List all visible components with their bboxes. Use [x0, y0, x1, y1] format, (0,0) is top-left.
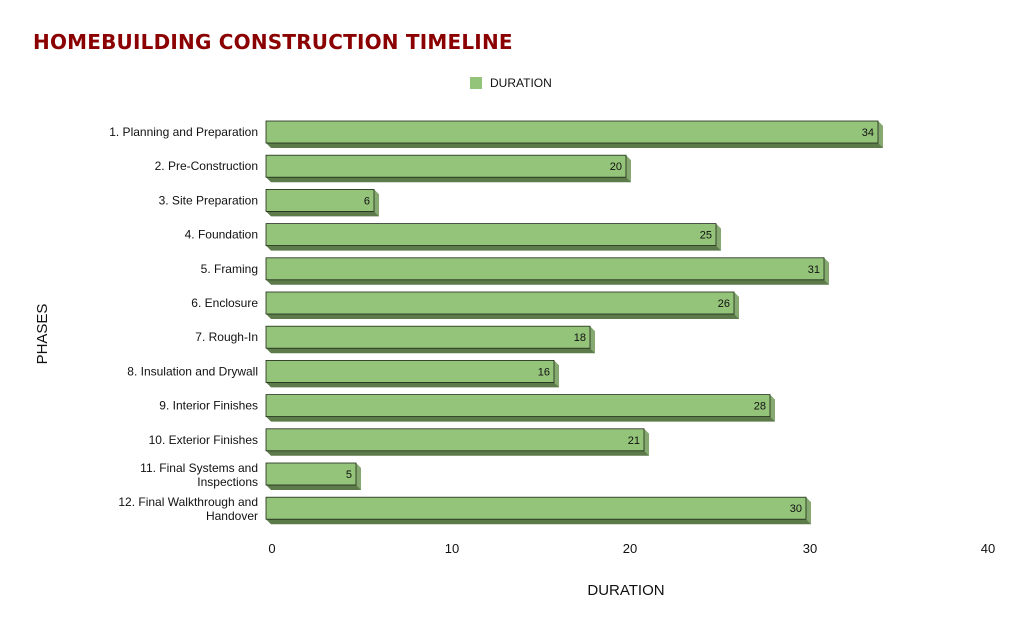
bar: [265, 394, 771, 418]
bar-group: 31: [265, 257, 829, 285]
legend: DURATION: [470, 76, 552, 90]
bar-side: [878, 121, 883, 148]
bar-side: [374, 189, 379, 217]
data-label: 5: [346, 469, 352, 481]
data-label: 28: [754, 401, 766, 413]
bar-side: [626, 155, 631, 183]
data-label: 6: [364, 195, 370, 207]
bar: [265, 223, 717, 247]
bar-group: 28: [265, 394, 775, 422]
bar-side: [716, 223, 721, 251]
category-label: 9. Interior Finishes: [159, 399, 258, 413]
legend-label: DURATION: [490, 76, 552, 90]
bar-side: [770, 394, 775, 422]
data-label: 30: [790, 503, 802, 515]
bar-side: [806, 497, 811, 525]
category-label: 7. Rough-In: [195, 330, 258, 344]
chart-title: HOMEBUILDING CONSTRUCTION TIMELINE: [33, 30, 513, 54]
bar: [265, 188, 375, 212]
category-label: 11. Final Systems and Inspections: [140, 461, 258, 489]
bar-side: [554, 360, 559, 388]
bar-group: 5: [265, 462, 361, 490]
data-label: 16: [538, 366, 550, 378]
bar-side: [734, 292, 739, 319]
bar-group: 34: [265, 120, 883, 148]
bar-side: [824, 257, 829, 285]
bar-group: 30: [265, 496, 811, 525]
category-label: 12. Final Walkthrough and Handover: [118, 495, 258, 523]
x-tick-label: 20: [623, 541, 637, 556]
bar-group: 21: [265, 428, 649, 456]
bar: [265, 120, 879, 144]
category-label: 4. Foundation: [185, 228, 258, 242]
x-tick-label: 0: [268, 541, 275, 556]
bar: [265, 257, 825, 281]
x-tick-label: 40: [981, 541, 995, 556]
y-axis-title: PHASES: [34, 304, 51, 365]
category-label: 1. Planning and Preparation: [109, 125, 258, 139]
bar: [265, 428, 645, 452]
bar: [265, 154, 627, 178]
bar: [265, 325, 591, 349]
bar-group: 20: [265, 154, 631, 183]
bar-side: [356, 463, 361, 490]
bar-side: [590, 326, 595, 354]
data-label: 25: [700, 230, 712, 242]
category-label: 3. Site Preparation: [159, 193, 258, 207]
x-axis-title: DURATION: [587, 582, 664, 599]
legend-swatch: [470, 77, 482, 89]
bar: [265, 462, 357, 486]
data-label: 20: [610, 161, 622, 173]
data-label: 31: [808, 264, 820, 276]
bar: [265, 291, 735, 315]
data-label: 26: [718, 298, 730, 310]
category-label: 6. Enclosure: [191, 296, 258, 310]
category-label: 5. Framing: [201, 262, 258, 276]
bar-group: 26: [265, 291, 739, 319]
data-label: 21: [628, 435, 640, 447]
bar: [265, 359, 555, 383]
category-label: 8. Insulation and Drywall: [127, 364, 258, 378]
bar-group: 18: [265, 325, 595, 354]
category-label: 10. Exterior Finishes: [149, 433, 258, 447]
bar-side: [644, 428, 649, 456]
data-label: 18: [574, 332, 586, 344]
x-tick-label: 30: [803, 541, 817, 556]
bar: [265, 496, 807, 520]
x-tick-label: 10: [445, 541, 459, 556]
bar-group: 6: [265, 188, 379, 217]
bar-group: 25: [265, 223, 721, 251]
data-label: 34: [862, 127, 874, 139]
category-label: 2. Pre-Construction: [155, 159, 258, 173]
bar-group: 16: [265, 359, 559, 388]
